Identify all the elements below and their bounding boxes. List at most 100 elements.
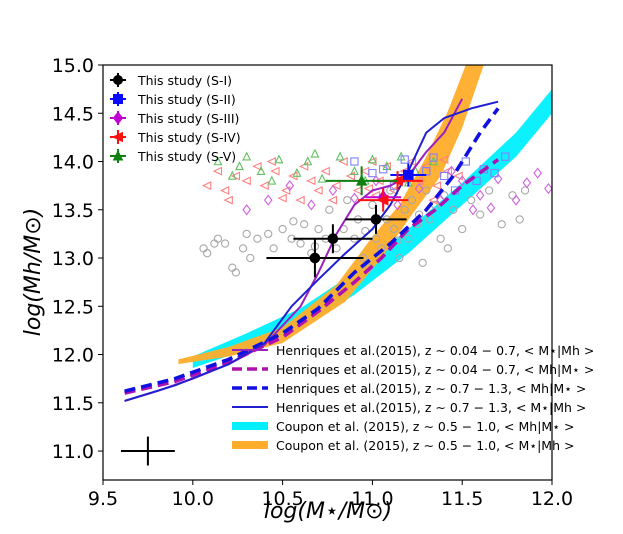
scatter-point: [201, 181, 212, 191]
scatter-point: [213, 234, 223, 243]
lines-layer: [124, 98, 500, 402]
scatter-point: [328, 184, 338, 197]
scatter-point: [413, 176, 424, 186]
scatter-point: [241, 176, 251, 186]
data-point: [370, 214, 382, 225]
data-point: [403, 169, 414, 181]
henriques-line: [124, 158, 500, 395]
errorbars-layer: [120, 163, 427, 466]
x-axis-ticks: 9.5 10.0 10.5 11.0 11.5 12.0: [88, 480, 573, 510]
legend-marker: [111, 131, 123, 143]
scatter-point: [331, 181, 341, 191]
scatter-point: [440, 171, 449, 181]
legend-marker: [113, 75, 123, 85]
legend-band-swatch: [232, 422, 268, 430]
legend-label: This study (S-V): [137, 149, 236, 164]
data-point: [356, 174, 368, 186]
legend-band-swatch: [232, 441, 268, 449]
henriques-line: [124, 107, 500, 393]
scatter-point: [285, 180, 295, 192]
scatter-point: [468, 204, 478, 216]
scatter-point: [486, 202, 496, 214]
scatter-point: [457, 175, 467, 187]
y-axis-ticks: 11.0 11.5 12.0 12.5 13.0 13.5 14.0 14.5 15.0: [52, 55, 103, 463]
scatter-point: [511, 194, 521, 206]
scatter-point: [450, 186, 460, 195]
scatter-point: [497, 220, 506, 229]
x-axis-title: log(M⋆/M⊙): [264, 499, 392, 524]
scatter-point: [242, 204, 251, 216]
y-tick-label: 12.0: [52, 345, 94, 367]
scatter-point: [300, 220, 309, 229]
scatter-point: [256, 165, 266, 175]
scatter-point: [335, 151, 345, 161]
x-tick-label: 11.5: [441, 488, 483, 510]
data-point: [309, 252, 321, 264]
scatter-point: [490, 168, 499, 178]
scatter-point: [350, 192, 359, 204]
legend-label: This study (S-IV): [137, 130, 241, 145]
scatter-point: [472, 176, 481, 185]
y-tick-label: 13.5: [52, 200, 94, 222]
scatter-point: [368, 168, 377, 178]
scatter-point: [367, 154, 377, 164]
scatter-point: [213, 156, 223, 166]
scatter-point: [270, 166, 280, 176]
data-point: [376, 194, 389, 206]
scatter-point: [238, 244, 248, 253]
scatter-point: [269, 244, 278, 253]
scatter-point: [295, 195, 305, 205]
scatter-point: [246, 253, 255, 263]
legend-label: Henriques et al.(2015), z ∼ 0.04 − 0.7, …: [276, 343, 594, 358]
scatter-point: [242, 229, 251, 239]
x-tick-label: 10.5: [261, 488, 303, 510]
scatter-point: [404, 234, 413, 243]
y-tick-label: 12.5: [52, 296, 94, 318]
scatter-point: [325, 205, 334, 214]
x-tick-label: 10.0: [172, 488, 214, 510]
scatter-point: [219, 185, 230, 195]
henriques-line: [124, 100, 499, 402]
scatter-point: [414, 182, 424, 195]
scatter-point: [296, 239, 305, 248]
scatter-point: [220, 239, 230, 248]
y-tick-label: 11.5: [52, 393, 94, 415]
x-tick-label: 12.0: [531, 488, 573, 510]
scatter-point: [422, 186, 431, 195]
scatter-point: [266, 157, 276, 166]
scatter-point: [314, 224, 323, 234]
scatter-point: [476, 210, 485, 219]
legend-label: Coupon et al. (2015), z ∼ 0.5 − 1.0, < M…: [276, 419, 574, 434]
scatter-point: [458, 224, 467, 234]
y-tick-label: 15.0: [52, 55, 94, 77]
scatter-point: [267, 175, 277, 185]
scatter-point: [303, 156, 313, 166]
scatter-point: [231, 268, 241, 277]
plot-frame: [102, 64, 553, 481]
scatter-point: [363, 184, 373, 194]
scatter-point: [203, 249, 212, 258]
scatter-point: [443, 244, 452, 253]
scatter-point: [371, 175, 381, 187]
legend-marker: [112, 111, 124, 125]
y-tick-label: 14.0: [52, 152, 94, 174]
scatter-point: [439, 155, 449, 165]
legend-label: Henriques et al.(2015), z ∼ 0.7 − 1.3, <…: [276, 381, 586, 396]
scatter-point: [422, 167, 431, 176]
scatter-point: [227, 170, 237, 180]
scatter-point: [484, 186, 494, 195]
data-point: [327, 233, 339, 245]
scatter-point: [253, 234, 262, 243]
legend-label: Henriques et al.(2015), z ∼ 0.04 − 0.7, …: [276, 362, 594, 377]
x-tick-label: 11.0: [351, 488, 393, 510]
scatter-point: [467, 195, 476, 205]
scatter-point: [292, 167, 302, 177]
scatter-point: [389, 224, 399, 234]
scatter-point: [418, 258, 427, 267]
scatter-point: [475, 189, 485, 201]
scatter-point: [310, 148, 320, 158]
y-tick-label: 13.0: [52, 248, 94, 270]
x-tick-label: 9.5: [88, 488, 118, 510]
scatter-point: [263, 194, 273, 206]
